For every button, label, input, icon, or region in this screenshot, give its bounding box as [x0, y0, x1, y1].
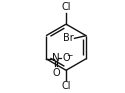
Text: O: O [52, 68, 60, 78]
Text: N: N [52, 53, 60, 63]
Text: −: − [66, 52, 72, 61]
Text: Cl: Cl [61, 81, 71, 91]
Text: Cl: Cl [61, 2, 71, 12]
Text: Br: Br [63, 33, 74, 43]
Text: O: O [62, 53, 70, 63]
